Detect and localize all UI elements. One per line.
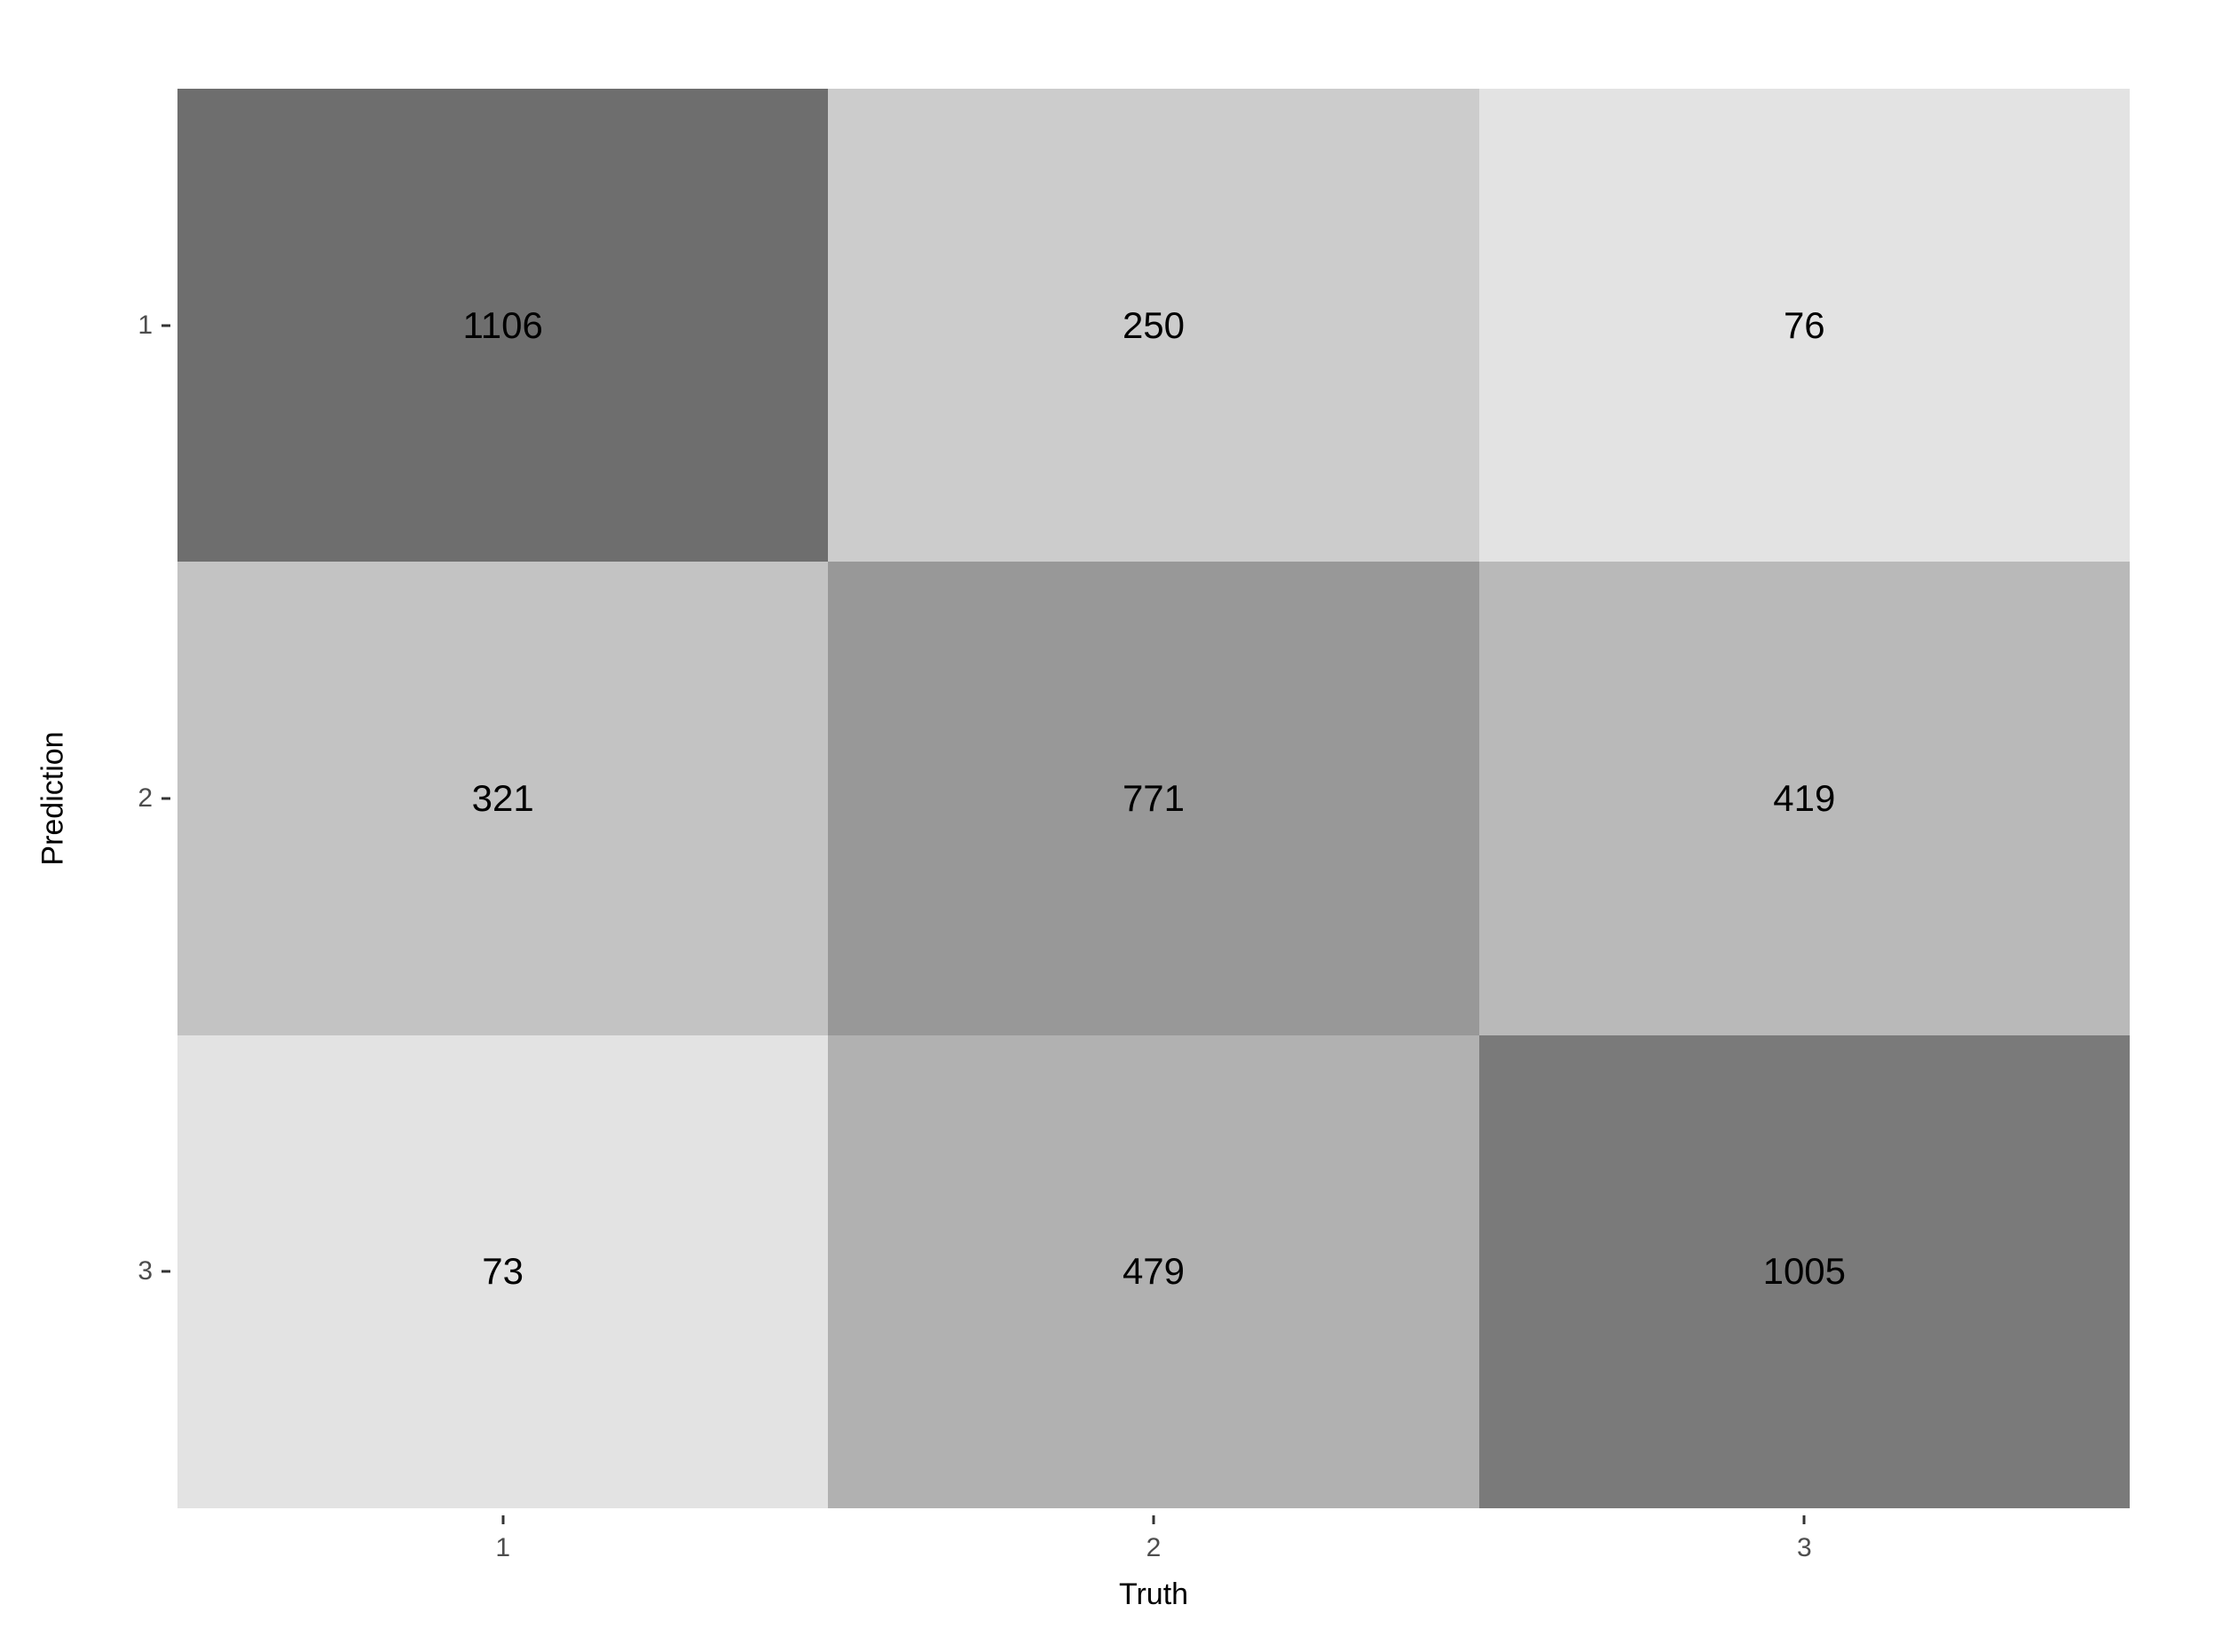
cell-value: 419 [1773, 777, 1835, 820]
x-tick-mark [1153, 1515, 1155, 1524]
heatmap-cell: 1106 [177, 89, 828, 562]
y-tick-label: 2 [138, 783, 153, 814]
heatmap-cell: 1005 [1479, 1035, 2130, 1508]
x-tick-label: 1 [495, 1533, 510, 1563]
cell-value: 771 [1123, 777, 1185, 820]
cell-value: 76 [1784, 304, 1825, 347]
y-tick-mark [162, 324, 170, 326]
x-tick-mark [1803, 1515, 1806, 1524]
y-tick-label: 3 [138, 1256, 153, 1286]
cell-value: 73 [482, 1250, 524, 1293]
cell-value: 250 [1123, 304, 1185, 347]
cell-value: 1106 [463, 304, 543, 347]
heatmap-grid: 1106 250 76 321 771 419 73 479 1005 [177, 89, 2130, 1508]
confusion-matrix-figure: 1106 250 76 321 771 419 73 479 1005 1 2 3 1 2 3 Truth P… [0, 0, 2214, 1652]
y-axis-label: Prediction [36, 731, 71, 865]
x-tick-label: 3 [1797, 1533, 1812, 1563]
heatmap-cell: 73 [177, 1035, 828, 1508]
heatmap-cell: 479 [828, 1035, 1478, 1508]
y-tick-label: 1 [138, 311, 153, 341]
cell-value: 479 [1123, 1250, 1185, 1293]
heatmap-cell: 76 [1479, 89, 2130, 562]
heatmap-cell: 419 [1479, 562, 2130, 1034]
y-tick-mark [162, 798, 170, 800]
heatmap-cell: 250 [828, 89, 1478, 562]
y-tick-mark [162, 1270, 170, 1273]
cell-value: 1005 [1763, 1250, 1846, 1293]
heatmap-cell: 321 [177, 562, 828, 1034]
x-axis-label: Truth [1119, 1577, 1188, 1612]
x-tick-label: 2 [1146, 1533, 1162, 1563]
x-tick-mark [501, 1515, 504, 1524]
cell-value: 321 [472, 777, 534, 820]
heatmap-cell: 771 [828, 562, 1478, 1034]
